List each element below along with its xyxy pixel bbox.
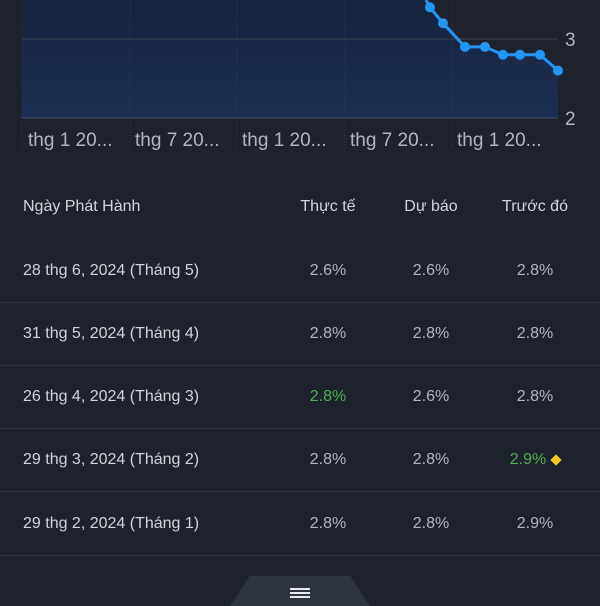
actual-value: 2.8% — [309, 324, 347, 342]
chart-area-fill — [22, 0, 558, 118]
chart-y-tick-label: 3 — [565, 30, 576, 51]
table-row[interactable]: 29 thg 2, 2024 (Tháng 1) 2.8% 2.8% 2.9% — [0, 492, 600, 556]
forecast-value: 2.6% — [412, 261, 450, 279]
actual-value: 2.6% — [309, 261, 347, 279]
previous-value: 2.8% — [516, 324, 554, 342]
previous-value: 2.9% — [509, 450, 547, 468]
table-row[interactable]: 29 thg 3, 2024 (Tháng 2) 2.8% 2.8% 2.9% — [0, 428, 600, 492]
previous-value: 2.8% — [516, 387, 554, 405]
chart-x-tick-label: thg 1 20... — [242, 130, 327, 151]
chart-x-tick-label: thg 7 20... — [350, 130, 435, 151]
previous-value: 2.8% — [516, 261, 554, 279]
chart-x-tick-label: thg 1 20... — [457, 130, 542, 151]
table-row[interactable]: 28 thg 6, 2024 (Tháng 5) 2.6% 2.6% 2.8% — [0, 239, 600, 303]
chart-y-tick-label: 2 — [565, 109, 576, 130]
revised-diamond-icon[interactable] — [550, 453, 562, 466]
chart-x-tick-label: thg 1 20... — [28, 130, 113, 151]
chart-data-point[interactable] — [480, 41, 490, 52]
release-date: 29 thg 3, 2024 (Tháng 2) — [23, 450, 200, 468]
actual-value: 2.8% — [309, 450, 347, 468]
chart-data-point[interactable] — [535, 49, 545, 60]
previous-value: 2.9% — [516, 514, 554, 532]
release-date: 26 thg 4, 2024 (Tháng 3) — [23, 387, 200, 405]
table-header: Ngày Phát Hành Thực tế Dự báo Trước đó — [0, 176, 600, 238]
forecast-value: 2.6% — [412, 387, 450, 405]
forecast-value: 2.8% — [412, 450, 450, 468]
chart-data-point[interactable] — [425, 2, 435, 13]
forecast-value: 2.8% — [412, 514, 450, 532]
table-row[interactable]: 31 thg 5, 2024 (Tháng 4) 2.8% 2.8% 2.8% — [0, 302, 600, 366]
chart-data-point[interactable] — [438, 18, 448, 29]
header-forecast: Dự báo — [404, 198, 458, 215]
release-date: 28 thg 6, 2024 (Tháng 5) — [23, 261, 200, 279]
release-date: 29 thg 2, 2024 (Tháng 1) — [23, 514, 200, 532]
table-row[interactable]: 26 thg 4, 2024 (Tháng 3) 2.8% 2.6% 2.8% — [0, 365, 600, 429]
chart-data-point[interactable] — [515, 49, 525, 60]
menu-icon[interactable] — [290, 588, 310, 598]
actual-value: 2.8% — [309, 514, 347, 532]
release-date: 31 thg 5, 2024 (Tháng 4) — [23, 324, 200, 342]
actual-value: 2.8% — [309, 387, 347, 405]
header-actual: Thực tế — [300, 198, 356, 215]
chart-data-point[interactable] — [498, 49, 508, 60]
header-date: Ngày Phát Hành — [23, 198, 141, 215]
indicator-chart[interactable]: thg 1 20... thg 7 20... thg 1 20... thg 7 2… — [0, 0, 600, 160]
previous-value-cell: 2.9% — [475, 428, 595, 491]
header-previous: Trước đó — [502, 198, 568, 215]
chart-data-point[interactable] — [553, 65, 563, 76]
chart-data-point[interactable] — [460, 41, 470, 52]
chart-x-tick-label: thg 7 20... — [135, 130, 220, 151]
bottom-sheet-handle[interactable] — [230, 576, 370, 606]
forecast-value: 2.8% — [412, 324, 450, 342]
